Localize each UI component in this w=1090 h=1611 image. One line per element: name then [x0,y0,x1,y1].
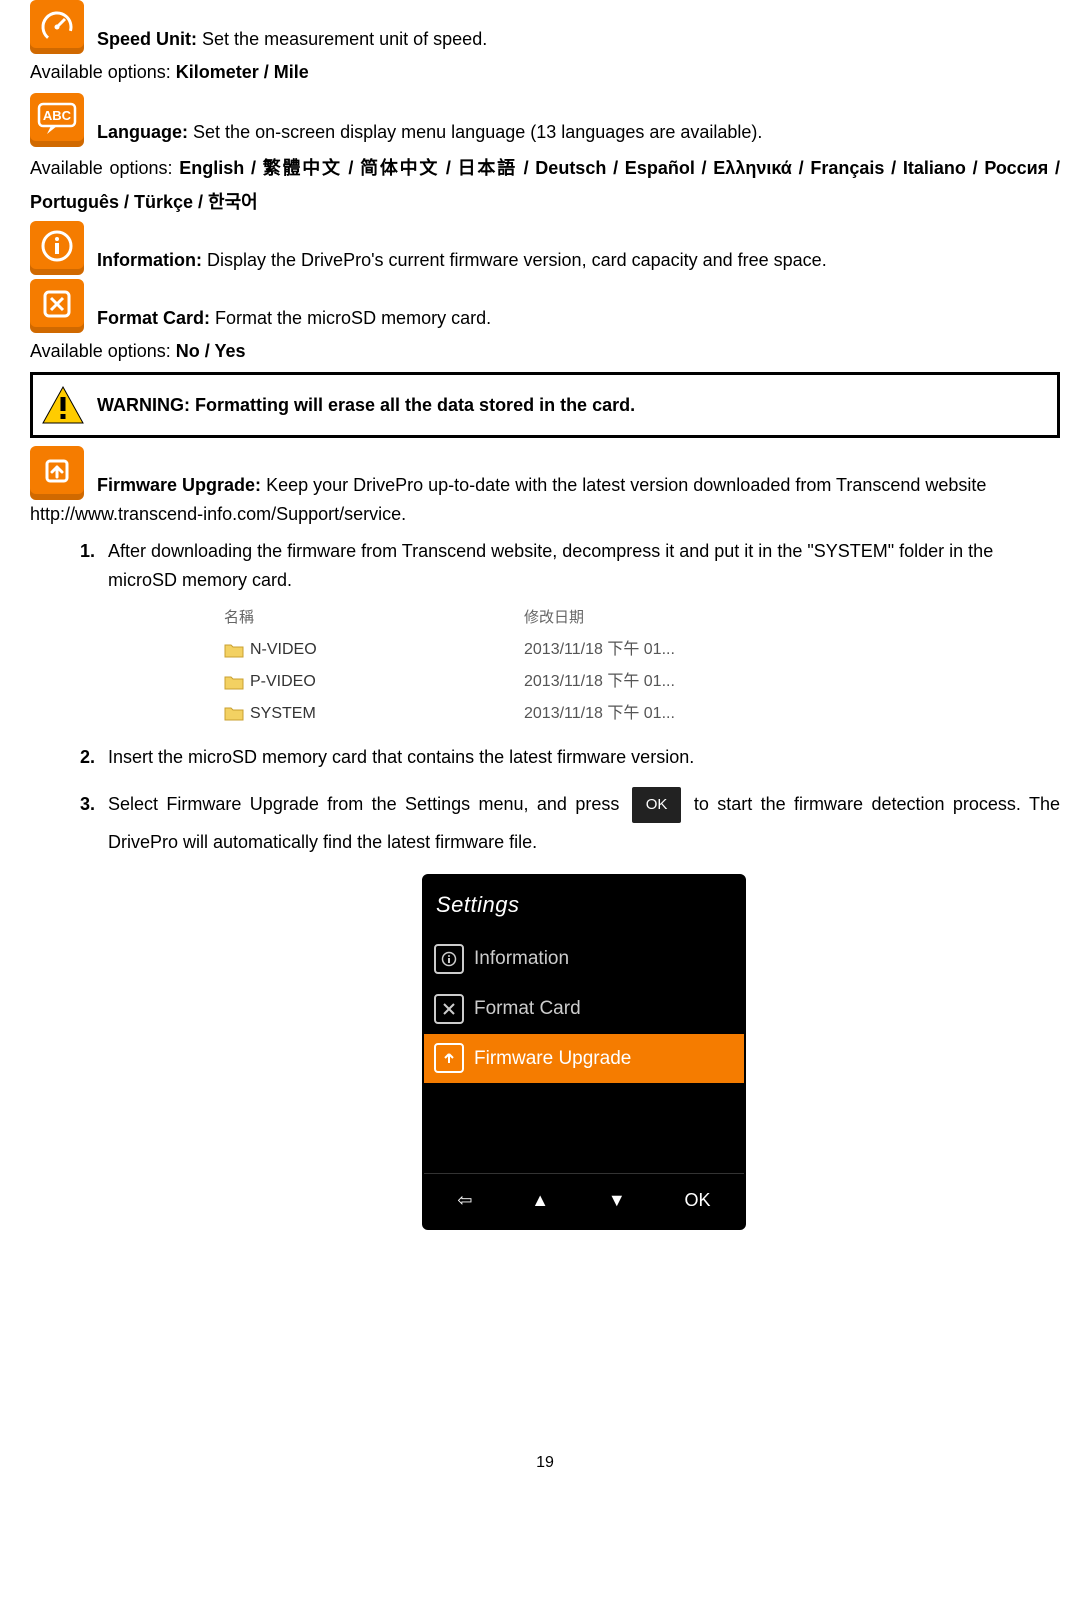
device-item-label: Firmware Upgrade [474,1039,631,1079]
speed-title: Speed Unit: [97,29,197,49]
language-title: Language: [97,122,188,142]
speed-opts: Kilometer / Mile [176,62,309,82]
firmware-step-3a-text: Select Firmware Upgrade from the Setting… [108,794,628,814]
format-opts-label: Available options: [30,341,176,361]
file-listing: 名稱 修改日期 N-VIDEO 2013/11/18 下午 01... P-VI… [218,602,778,729]
device-blank-area [424,1083,744,1173]
page-number: 19 [30,1450,1060,1476]
folder-icon [224,674,244,690]
col-date-header: 修改日期 [524,606,584,630]
warning-text: WARNING: Formatting will erase all the d… [97,391,635,420]
format-options-line: Available options: No / Yes [30,337,1060,366]
folder-icon [224,705,244,721]
file-date: 2013/11/18 下午 01... [524,637,675,663]
device-footer: ⇦ ▲ ▼ OK [424,1173,744,1228]
file-listing-header: 名稱 修改日期 [218,602,778,634]
device-item-label: Format Card [474,989,581,1029]
warning-icon [41,385,85,425]
file-date: 2013/11/18 下午 01... [524,701,675,727]
footer-back-icon: ⇦ [457,1182,472,1220]
file-row: P-VIDEO 2013/11/18 下午 01... [218,666,778,698]
information-icon [30,221,84,275]
file-row: N-VIDEO 2013/11/18 下午 01... [218,634,778,666]
upgrade-icon-small [434,1043,464,1073]
firmware-icon [30,446,84,500]
firmware-step-1: After downloading the firmware from Tran… [100,537,1060,729]
language-options-line: Available options: English / 繁體中文 / 简体中文… [30,151,1060,219]
device-item-format: Format Card [424,984,744,1034]
format-title: Format Card: [97,308,210,328]
firmware-step-1-text: After downloading the firmware from Tran… [108,541,993,590]
footer-down-icon: ▼ [608,1182,626,1220]
language-icon: ABC [30,93,84,147]
device-title: Settings [424,876,744,934]
language-opts: English / 繁體中文 / 简体中文 / 日本語 / Deutsch / … [30,158,1060,212]
speed-icon [30,0,84,54]
file-date: 2013/11/18 下午 01... [524,669,675,695]
device-item-label: Information [474,939,569,979]
footer-ok-label: OK [685,1182,711,1220]
speed-options-line: Available options: Kilometer / Mile [30,58,1060,87]
col-name-header: 名稱 [224,606,524,630]
language-opts-label: Available options: [30,158,179,178]
folder-icon [224,642,244,658]
format-icon [30,279,84,333]
device-screenshot: Settings Information Format Card Firmwar… [422,874,746,1231]
format-opts: No / Yes [176,341,246,361]
device-item-firmware: Firmware Upgrade [424,1034,744,1084]
firmware-title: Firmware Upgrade: [97,475,261,495]
footer-up-icon: ▲ [531,1182,549,1220]
ok-button-inline: OK [632,787,682,823]
speed-desc: Set the measurement unit of speed. [197,29,487,49]
device-item-information: Information [424,934,744,984]
language-desc: Set the on-screen display menu language … [188,122,762,142]
firmware-step-3: Select Firmware Upgrade from the Setting… [100,786,1060,1230]
speed-unit-section: Speed Unit: Set the measurement unit of … [30,0,1060,54]
firmware-step-2: Insert the microSD memory card that cont… [100,743,1060,772]
information-title: Information: [97,250,202,270]
firmware-step-2-text: Insert the microSD memory card that cont… [108,747,694,767]
file-row: SYSTEM 2013/11/18 下午 01... [218,698,778,730]
information-section: Information: Display the DrivePro's curr… [30,221,1060,275]
format-icon-small [434,994,464,1024]
svg-text:ABC: ABC [43,108,72,123]
file-name: P-VIDEO [250,669,524,695]
language-section: ABC Language: Set the on-screen display … [30,93,1060,147]
file-name: SYSTEM [250,701,524,727]
format-desc: Format the microSD memory card. [210,308,491,328]
speed-opts-label: Available options: [30,62,176,82]
info-icon-small [434,944,464,974]
warning-box: WARNING: Formatting will erase all the d… [30,372,1060,438]
firmware-section: Firmware Upgrade: Keep your DrivePro up-… [30,446,1060,529]
firmware-steps: After downloading the firmware from Tran… [30,537,1060,1230]
file-name: N-VIDEO [250,637,524,663]
information-desc: Display the DrivePro's current firmware … [202,250,827,270]
format-section: Format Card: Format the microSD memory c… [30,279,1060,333]
